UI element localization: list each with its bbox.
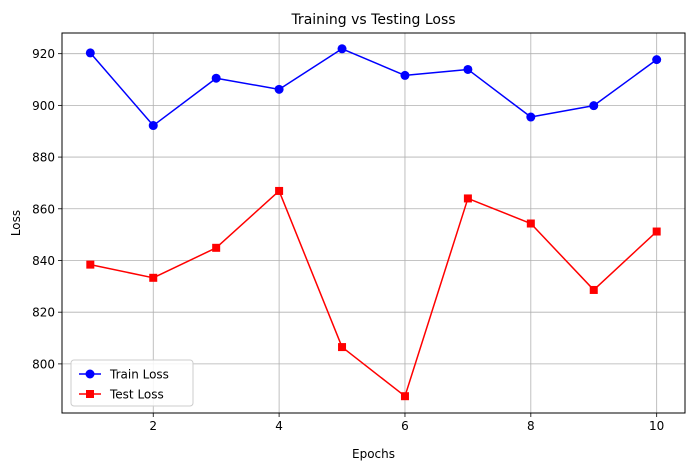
data-point-test-loss xyxy=(652,227,661,236)
data-point-test-loss xyxy=(400,392,409,401)
chart-title: Training vs Testing Loss xyxy=(290,12,455,28)
y-tick-label: 840 xyxy=(32,254,55,268)
y-axis-label: Loss xyxy=(9,210,23,236)
data-point-train-loss xyxy=(148,121,158,131)
data-point-train-loss xyxy=(274,84,284,94)
x-tick-label: 6 xyxy=(401,419,409,433)
legend-box xyxy=(70,359,194,407)
data-point-train-loss xyxy=(463,64,473,74)
series-group xyxy=(85,44,662,401)
series-line-train-loss xyxy=(89,48,658,127)
data-point-test-loss xyxy=(463,194,472,203)
data-point-train-loss xyxy=(85,48,95,58)
data-point-test-loss xyxy=(275,186,284,195)
data-point-train-loss xyxy=(526,112,536,122)
legend-label-train: Train Loss xyxy=(109,368,169,382)
axis-ticks: 2 4 6 8 10 800 820 840 860 880 900 920 xyxy=(32,47,664,433)
y-tick-label: 800 xyxy=(32,357,55,371)
x-tick-label: 2 xyxy=(149,419,157,433)
gridlines xyxy=(62,33,685,413)
data-point-test-loss xyxy=(338,343,347,352)
data-point-test-loss xyxy=(86,260,95,269)
y-tick-label: 860 xyxy=(32,202,55,216)
data-point-train-loss xyxy=(652,55,662,65)
data-point-test-loss xyxy=(589,285,598,294)
legend-marker-train xyxy=(85,369,95,379)
legend-marker-test xyxy=(86,390,94,398)
data-point-train-loss xyxy=(400,70,410,80)
x-tick-label: 8 xyxy=(527,419,535,433)
y-tick-label: 900 xyxy=(32,99,55,113)
legend-label-test: Test Loss xyxy=(109,388,164,402)
data-point-test-loss xyxy=(212,243,221,252)
data-point-train-loss xyxy=(589,101,599,111)
plot-area-frame xyxy=(61,32,686,414)
legend: Train Loss Test Loss xyxy=(70,359,194,407)
data-point-train-loss xyxy=(211,73,221,83)
data-point-test-loss xyxy=(149,273,158,282)
x-tick-label: 4 xyxy=(275,419,283,433)
y-tick-label: 920 xyxy=(32,47,55,61)
data-point-train-loss xyxy=(337,44,347,54)
data-point-test-loss xyxy=(526,219,535,228)
series-line-test-loss xyxy=(90,190,658,397)
y-tick-label: 820 xyxy=(32,306,55,320)
y-tick-label: 880 xyxy=(32,151,55,165)
x-tick-label: 10 xyxy=(649,419,664,433)
x-axis-label: Epochs xyxy=(352,447,395,461)
